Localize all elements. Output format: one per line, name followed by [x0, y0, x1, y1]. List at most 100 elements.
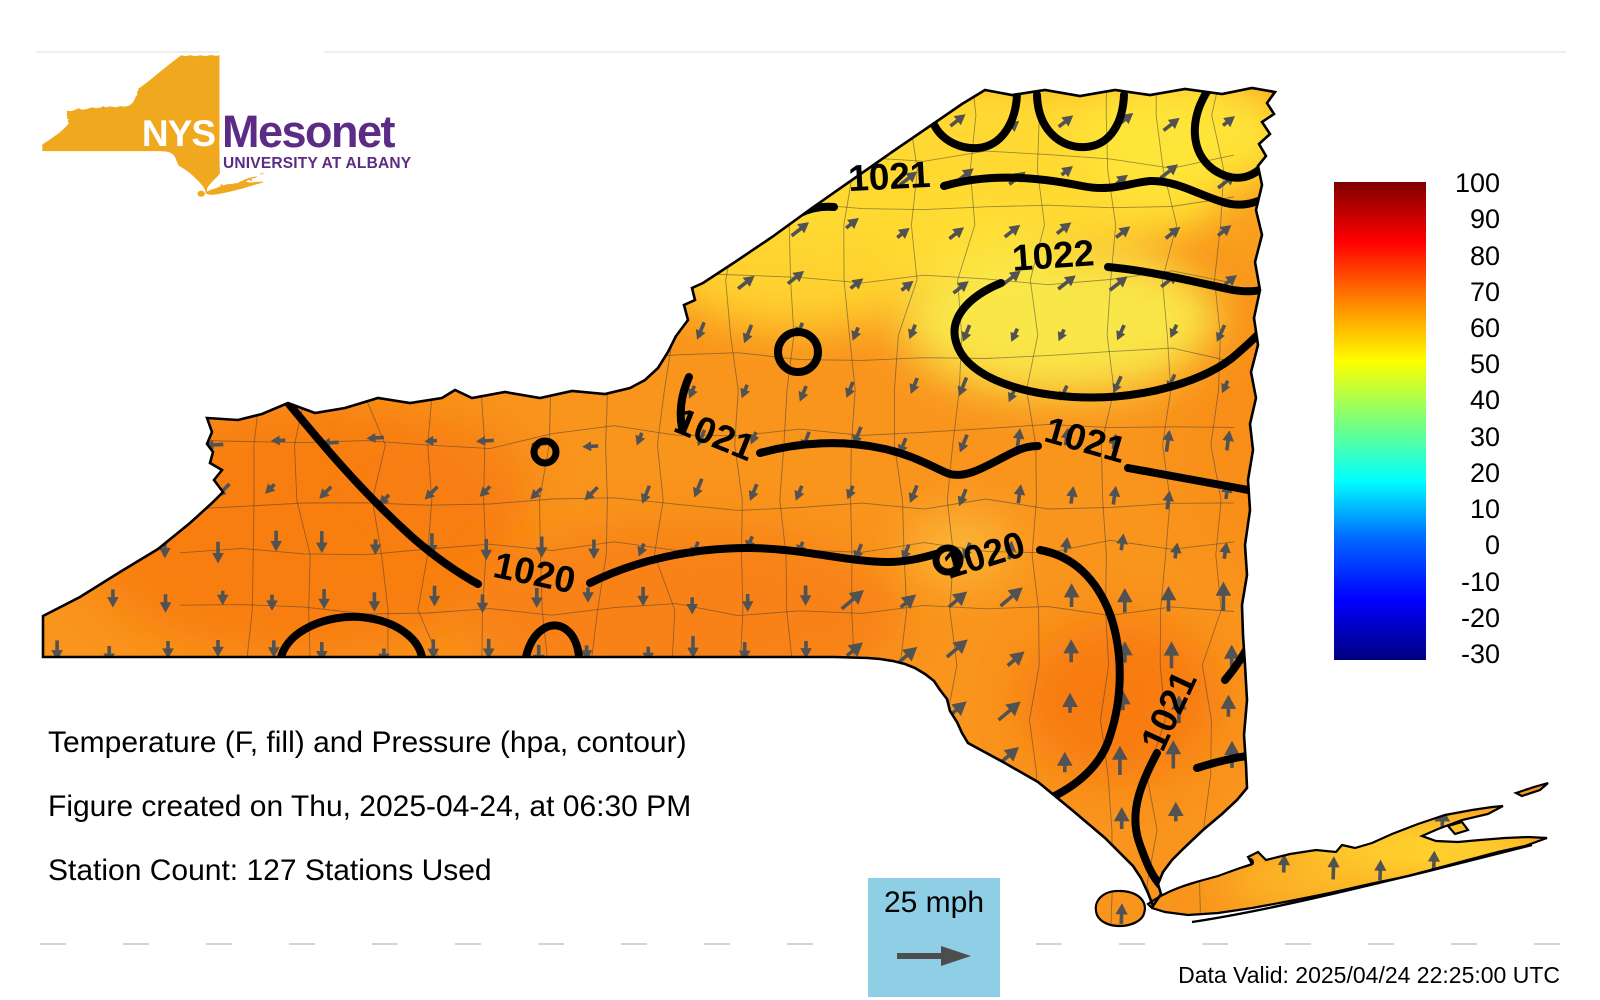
wind-arrow-icon — [270, 435, 286, 446]
wind-arrow-icon — [1165, 740, 1182, 769]
pressure-contour — [676, 373, 693, 432]
wind-arrow-icon — [741, 594, 754, 612]
wind-arrow-icon — [1001, 270, 1021, 286]
temperature-colorbar — [1334, 182, 1426, 660]
wind-arrow-icon — [640, 485, 652, 504]
wind-arrow-icon — [1057, 115, 1074, 129]
wind-arrow-icon — [952, 281, 969, 295]
wind-arrow-icon — [1167, 801, 1184, 822]
wind-arrow-icon — [687, 385, 698, 399]
wind-arrow-icon — [479, 485, 492, 497]
wind-arrow-icon — [999, 587, 1023, 608]
wind-arrow-icon — [1056, 751, 1073, 773]
wind-arrow-icon — [318, 589, 330, 610]
wind-arrow-icon — [1003, 224, 1021, 239]
pressure-contour — [1033, 91, 1128, 152]
wind-arrow-icon — [1013, 484, 1026, 504]
wind-arrow-icon — [480, 538, 493, 561]
wind-arrow-icon — [1219, 542, 1231, 559]
colorbar-tick: 10 — [1469, 494, 1500, 525]
contour-label: 1022 — [1011, 232, 1096, 279]
logo-subtitle-text: UNIVERSITY AT ALBANY — [223, 155, 412, 172]
wind-arrow-icon — [1012, 428, 1025, 449]
wind-arrow-icon — [1060, 166, 1073, 178]
wind-arrow-icon — [1004, 540, 1017, 560]
wind-arrow-icon — [476, 594, 489, 614]
wind-arrow-icon — [1162, 117, 1180, 132]
wind-arrow-icon — [1113, 807, 1130, 829]
wind-arrow-icon — [1006, 651, 1025, 667]
wind-arrow-icon — [476, 435, 494, 446]
wind-arrow-icon — [790, 222, 809, 238]
wind-arrow-icon — [1170, 542, 1182, 559]
wind-arrow-icon — [957, 488, 968, 507]
wind-arrow-icon — [107, 589, 119, 608]
wind-arrow-icon — [1063, 583, 1080, 607]
wind-arrow-icon — [695, 321, 706, 340]
pressure-contour — [950, 279, 1275, 402]
wind-arrow-icon — [896, 227, 910, 239]
wind-arrow-icon — [1108, 276, 1128, 292]
wind-arrow-icon — [899, 594, 917, 609]
colorbar-tick: -30 — [1460, 639, 1500, 669]
pressure-contour-ring — [530, 437, 560, 467]
wind-arrow-icon — [427, 639, 440, 660]
pressure-contour — [277, 612, 426, 661]
wind-arrow-icon — [1222, 430, 1234, 451]
wind-arrow-icon — [1169, 324, 1179, 339]
wind-arrow-icon — [898, 171, 918, 187]
wind-arrow-icon — [1116, 587, 1133, 613]
wind-arrow-icon — [580, 645, 593, 661]
wind-arrow-icon — [749, 431, 760, 445]
wind-arrow-icon — [1062, 692, 1078, 713]
wind-arrow-icon — [1223, 275, 1237, 287]
temp-blob — [630, 88, 810, 170]
logo-cover — [219, 40, 324, 161]
wind-arrow-icon — [961, 324, 972, 342]
wind-arrow-icon — [736, 275, 755, 291]
county-line — [1100, 88, 1117, 926]
wind-arrow-icon — [849, 278, 864, 290]
pressure-contour — [1036, 546, 1124, 804]
wind-arrow-icon — [428, 585, 441, 607]
wind-arrow-icon — [1116, 533, 1128, 551]
wind-arrow-icon — [265, 482, 276, 494]
wind-arrow-icon — [1066, 485, 1078, 504]
county-line — [1199, 88, 1225, 926]
state-outline — [41, 86, 1549, 928]
wind-arrow-icon — [846, 485, 856, 500]
wind-arrow-icon — [1057, 275, 1076, 291]
nys-mesonet-logo: NYS Mesonet UNIVERSITY AT ALBANY — [42, 40, 412, 197]
wind-arrow-icon — [424, 435, 437, 446]
wind-legend-label: 25 mph — [883, 886, 985, 919]
contour-label: 1021 — [847, 154, 931, 199]
wind-arrow-icon — [216, 590, 229, 606]
colorbar-tick: 20 — [1469, 457, 1500, 488]
wind-arrow-icon — [1159, 164, 1179, 180]
wind-arrow-icon — [1108, 433, 1120, 450]
wind-arrow-icon — [696, 429, 707, 447]
wind-arrow-icon — [1060, 427, 1073, 446]
colorbar-tick: 90 — [1469, 204, 1500, 235]
wind-arrow-icon — [798, 385, 809, 402]
county-line — [179, 423, 1235, 450]
wind-arrow-icon — [1221, 379, 1231, 394]
wind-arrow-icon — [1427, 850, 1441, 870]
island-border — [1094, 781, 1549, 928]
wind-arrow-icon — [637, 586, 649, 607]
wind-arrow-icon — [1327, 856, 1340, 880]
wind-arrow-icon — [1063, 639, 1080, 663]
colorbar-tick-labels: 100 90 80 70 60 50 40 30 20 10 0 -10 -20 -30 — [1430, 0, 1500, 1000]
wind-arrow-icon — [1374, 859, 1387, 881]
colorbar-tick: 0 — [1484, 530, 1500, 561]
wind-arrow-icon — [742, 324, 754, 344]
wind-arrow-icon — [957, 376, 969, 397]
wind-arrow-icon — [319, 485, 333, 499]
colorbar-tick: 50 — [1469, 349, 1500, 380]
wind-arrow-icon — [1114, 226, 1131, 239]
wind-arrow-icon — [51, 640, 63, 661]
colorbar-tick: 80 — [1469, 240, 1500, 271]
county-line — [179, 497, 1235, 511]
wind-arrow-icon — [1171, 695, 1187, 724]
